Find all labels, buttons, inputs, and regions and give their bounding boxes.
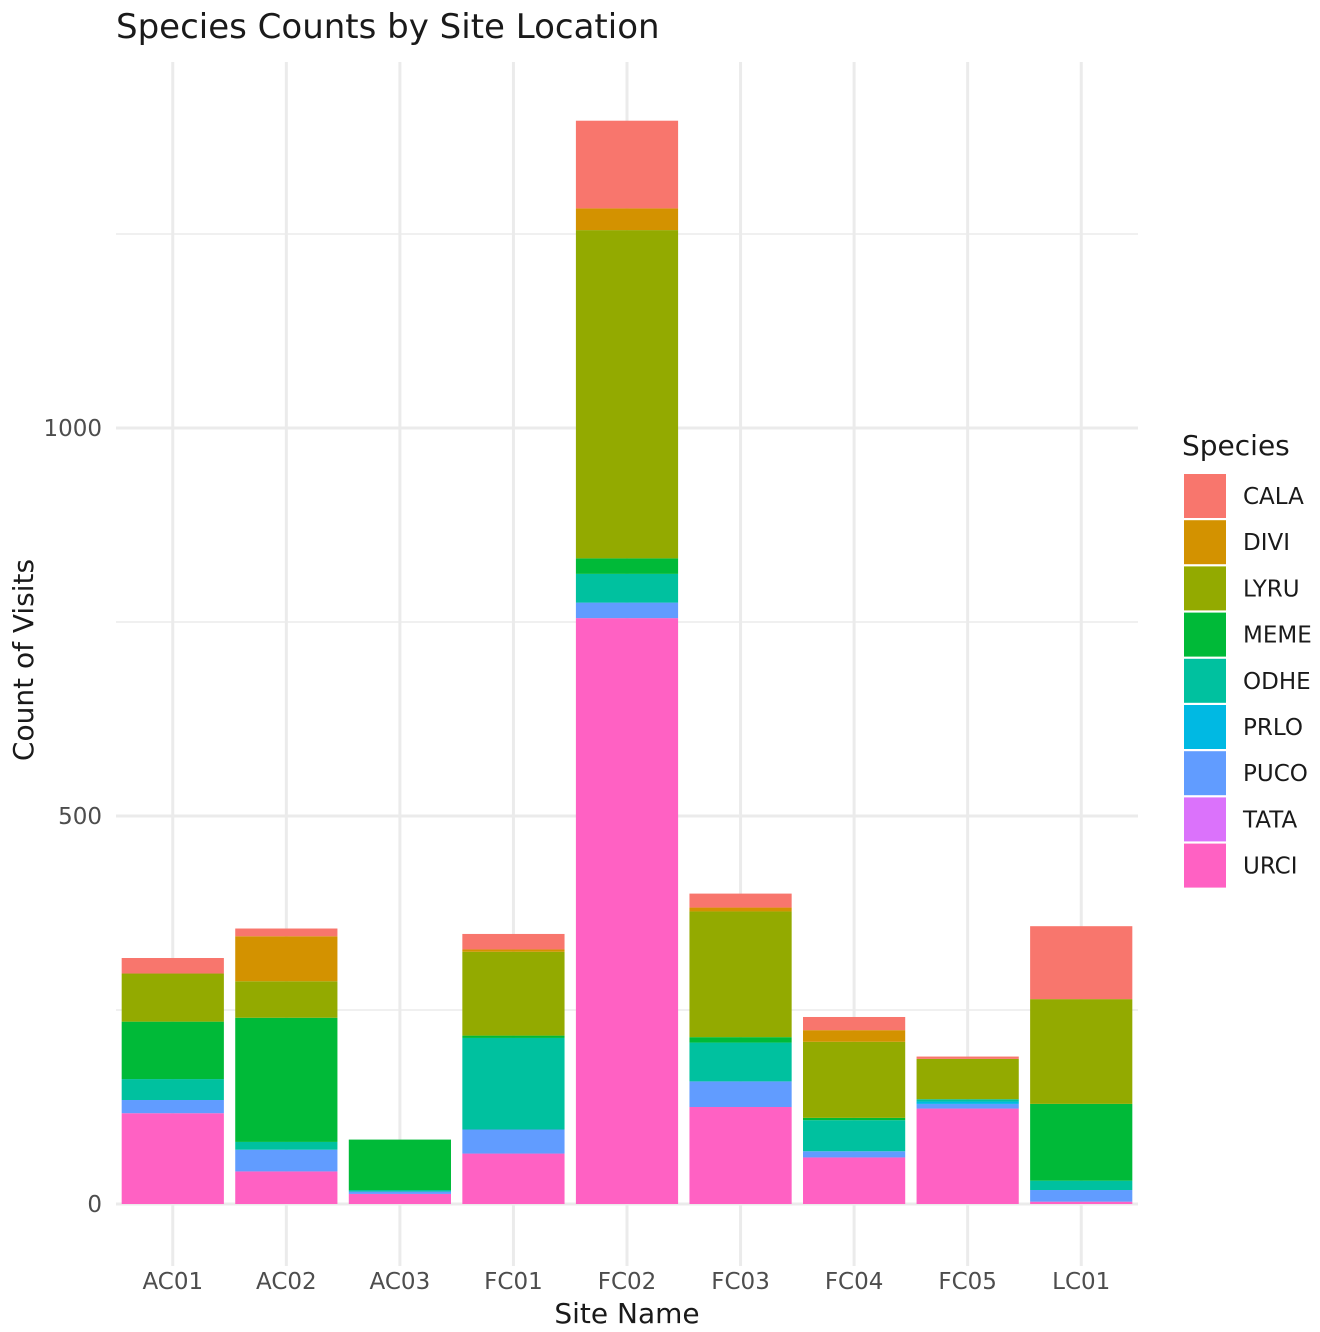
legend-key-prlo — [1184, 705, 1226, 749]
chart-title: Species Counts by Site Location — [116, 7, 660, 47]
bar-segment-ac02-puco — [235, 1149, 338, 1172]
bar-segment-fc02-meme — [575, 558, 679, 574]
bar-segment-fc03-lyru — [689, 911, 792, 1038]
bar-segment-lc01-odhe — [1030, 1180, 1133, 1191]
bar-segment-fc04-odhe — [803, 1120, 906, 1152]
legend-key-urci — [1184, 843, 1226, 888]
bar-segment-ac01-puco — [121, 1100, 224, 1114]
bar-segment-fc02-urci — [575, 618, 679, 1204]
legend-key-divi — [1184, 520, 1226, 565]
bar-segment-ac02-urci — [235, 1171, 338, 1204]
bar-segment-fc01-divi — [462, 949, 565, 952]
x-axis-ticks: AC01 AC02 AC03 FC01 FC02 FC03 FC04 FC05 LC01 — [142, 1269, 1110, 1295]
bar-segment-ac01-lyru — [121, 973, 224, 1022]
bar-segment-fc02-divi — [575, 208, 679, 231]
legend-key-lyru — [1184, 566, 1226, 611]
bar-segment-fc04-meme — [803, 1117, 906, 1121]
legend-label-cala: CALA — [1243, 484, 1304, 510]
bar-segment-ac03-urci — [348, 1193, 451, 1204]
bar-segment-fc03-divi — [689, 907, 792, 912]
legend-key-puco — [1184, 751, 1226, 796]
bar-segment-ac03-odhe — [348, 1190, 451, 1192]
bar-segment-fc01-urci — [462, 1153, 565, 1204]
bar-segment-fc02-lyru — [575, 230, 679, 559]
x-tick-label: LC01 — [1052, 1269, 1110, 1295]
bar-segment-ac02-cala — [235, 928, 338, 937]
legend-title: Species — [1182, 429, 1290, 462]
x-tick-label: AC02 — [256, 1269, 317, 1295]
bar-segment-fc02-puco — [575, 602, 679, 619]
bar-segment-fc01-cala — [462, 933, 565, 950]
bar-segment-fc01-puco — [462, 1129, 565, 1154]
bar-segment-fc05-urci — [916, 1108, 1019, 1204]
bar-segment-ac01-meme — [121, 1021, 224, 1080]
x-tick-label: FC04 — [825, 1269, 884, 1295]
legend-key-odhe — [1184, 658, 1226, 703]
bar-segment-ac02-lyru — [235, 981, 338, 1018]
bar-segment-lc01-cala — [1030, 926, 1133, 1000]
x-tick-label: FC02 — [598, 1269, 657, 1295]
bar-segment-ac01-odhe — [121, 1079, 224, 1101]
bar-segment-lc01-puco — [1030, 1190, 1133, 1202]
legend-key-meme — [1184, 612, 1226, 657]
bar-segment-lc01-urci — [1030, 1201, 1133, 1204]
bar-segment-ac03-puco — [348, 1191, 451, 1194]
x-tick-label: AC03 — [370, 1269, 431, 1295]
bars — [121, 120, 1133, 1204]
bar-segment-fc03-cala — [689, 893, 792, 908]
y-tick-label: 500 — [58, 804, 102, 830]
bar-segment-fc03-meme — [689, 1037, 792, 1043]
legend: Species CALA DIVI LYRU MEME ODHE PRLO PUCO TATA… — [1182, 429, 1312, 888]
bar-segment-fc03-odhe — [689, 1042, 792, 1082]
legend-key-cala — [1184, 474, 1226, 518]
bar-segment-lc01-meme — [1030, 1103, 1133, 1181]
bar-segment-fc04-cala — [803, 1016, 906, 1031]
bar-segment-ac02-meme — [235, 1017, 338, 1142]
bar-segment-fc01-odhe — [462, 1037, 565, 1130]
bar-segment-ac02-odhe — [235, 1141, 338, 1150]
x-tick-label: FC05 — [938, 1269, 997, 1295]
legend-label-tata: TATA — [1242, 807, 1297, 833]
bar-segment-fc01-lyru — [462, 951, 565, 1036]
x-tick-label: FC01 — [484, 1269, 543, 1295]
bar-segment-fc02-odhe — [575, 573, 679, 603]
bar-segment-lc01-lyru — [1030, 999, 1133, 1104]
y-axis-ticks: 0 500 1000 — [43, 416, 102, 1218]
bar-segment-fc04-urci — [803, 1157, 906, 1204]
x-tick-label: AC01 — [142, 1269, 203, 1295]
legend-key-tata — [1184, 797, 1226, 842]
legend-label-divi: DIVI — [1243, 530, 1290, 556]
bar-segment-fc05-cala — [916, 1056, 1019, 1059]
bar-segment-ac03-meme — [348, 1139, 451, 1191]
y-tick-label: 0 — [87, 1192, 102, 1218]
y-axis-title: Count of Visits — [7, 559, 40, 761]
bar-segment-fc03-urci — [689, 1107, 792, 1204]
bar-segment-fc05-puco — [916, 1103, 1019, 1109]
x-tick-label: FC03 — [711, 1269, 770, 1295]
bar-segment-ac02-divi — [235, 936, 338, 982]
legend-label-meme: MEME — [1243, 623, 1312, 649]
legend-label-lyru: LYRU — [1243, 576, 1300, 602]
x-axis-title: Site Name — [554, 1297, 699, 1330]
bar-segment-fc04-divi — [803, 1030, 906, 1042]
bar-segment-fc05-lyru — [916, 1058, 1019, 1100]
legend-label-odhe: ODHE — [1243, 669, 1311, 695]
legend-label-urci: URCI — [1243, 854, 1298, 880]
legend-label-puco: PUCO — [1243, 761, 1308, 787]
bar-segment-ac01-cala — [121, 958, 224, 974]
bar-segment-fc05-odhe — [916, 1099, 1019, 1102]
bar-segment-ac01-urci — [121, 1113, 224, 1204]
y-tick-label: 1000 — [43, 416, 102, 442]
bar-segment-fc05-prlo — [916, 1101, 1019, 1104]
bar-segment-fc02-cala — [575, 120, 679, 209]
legend-label-prlo: PRLO — [1243, 715, 1303, 741]
bar-segment-fc01-meme — [462, 1035, 565, 1038]
bar-segment-fc04-puco — [803, 1151, 906, 1158]
bar-segment-fc04-lyru — [803, 1041, 906, 1118]
bar-segment-fc03-puco — [689, 1081, 792, 1107]
